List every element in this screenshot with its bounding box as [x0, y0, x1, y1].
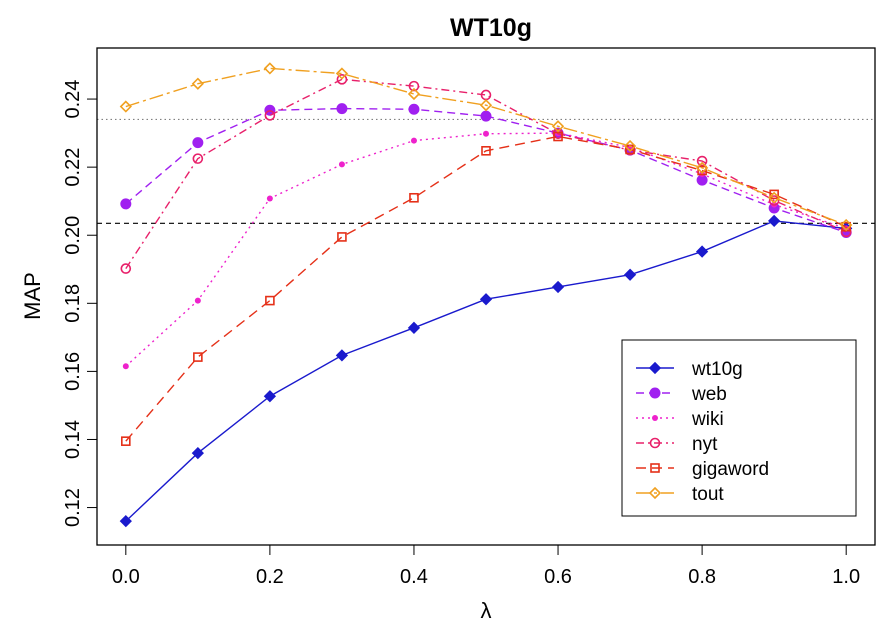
legend-item-wt10g: wt10g: [636, 359, 743, 380]
legend-label: wiki: [691, 409, 724, 430]
y-tick-label: 0.14: [62, 420, 84, 459]
legend-marker: [648, 486, 662, 500]
data-point-wt10g: [407, 321, 421, 334]
data-point-wt10g: [191, 446, 204, 460]
data-point-wt10g: [119, 515, 132, 528]
data-point-nyt: [264, 110, 276, 121]
data-point-nyt: [408, 80, 420, 92]
data-point-nyt: [840, 226, 852, 238]
data-point-wt10g: [551, 280, 565, 294]
data-point-web: [120, 198, 132, 210]
series-line-web: [125, 107, 847, 234]
data-point-tout: [695, 161, 709, 174]
data-point-wiki: [338, 161, 345, 168]
data-point-tout: [263, 62, 277, 75]
data-point-nyt: [696, 155, 708, 167]
legend-item-web: web: [636, 384, 727, 405]
x-tick-label: 0.4: [400, 566, 428, 588]
data-point-wt10g: [335, 349, 349, 362]
legend-item-tout: tout: [636, 484, 724, 505]
data-point-tout: [407, 87, 421, 101]
data-point-wiki: [122, 363, 129, 370]
legend-marker: [652, 415, 658, 421]
series-wt10g: [119, 214, 853, 528]
data-point-wt10g: [479, 293, 493, 306]
data-point-nyt: [192, 153, 204, 164]
y-tick-label: 0.18: [62, 284, 84, 323]
legend-item-gigaword: gigaword: [636, 459, 769, 480]
legend-marker: [650, 463, 660, 473]
data-point-tout: [623, 139, 637, 153]
x-axis: 0.0 0.2 0.4 0.6 0.8 1.0: [112, 544, 860, 588]
data-point-wt10g: [695, 245, 709, 258]
data-point-web: [192, 137, 204, 149]
y-tick-label: 0.22: [62, 148, 84, 187]
data-point-wt10g: [263, 390, 277, 403]
data-point-gigaword: [121, 436, 131, 446]
series-tout: [119, 62, 853, 232]
y-tick-label: 0.12: [62, 488, 84, 527]
data-point-tout: [840, 218, 853, 232]
legend-label: tout: [692, 484, 724, 505]
data-point-wiki: [410, 137, 417, 144]
reference-lines: [97, 118, 875, 224]
x-axis-label: λ: [481, 598, 492, 623]
series-web: [120, 103, 852, 239]
series-layer: [119, 62, 853, 528]
y-tick-label: 0.20: [62, 216, 84, 255]
data-point-nyt: [336, 74, 348, 85]
data-point-web: [336, 103, 348, 115]
data-point-gigaword: [769, 189, 779, 200]
data-point-tout: [191, 77, 204, 90]
data-point-wiki: [194, 297, 201, 304]
chart-title: WT10g: [450, 14, 532, 42]
data-point-tout: [551, 120, 565, 133]
series-line-wiki: [125, 132, 847, 367]
y-axis: 0.12 0.14 0.16 0.18 0.20 0.22 0.24: [62, 80, 98, 527]
data-point-wt10g: [623, 268, 637, 281]
data-point-tout: [768, 191, 781, 204]
data-point-gigaword: [697, 165, 707, 176]
data-point-gigaword: [481, 146, 491, 156]
legend: wt10g web wiki nyt gigaword tout: [621, 339, 857, 517]
x-tick-label: 0.6: [544, 566, 572, 588]
legend-marker: [648, 361, 662, 375]
legend-label: web: [691, 384, 727, 405]
legend-item-wiki: wiki: [636, 409, 724, 430]
data-point-gigaword: [193, 352, 203, 362]
data-point-web: [408, 103, 420, 115]
legend-marker: [649, 387, 661, 399]
x-tick-label: 0.0: [112, 566, 140, 588]
series-line-nyt: [125, 78, 847, 269]
data-point-tout: [335, 67, 349, 80]
legend-item-nyt: nyt: [636, 434, 718, 455]
data-point-gigaword: [337, 232, 347, 242]
legend-label: nyt: [692, 434, 718, 455]
x-tick-label: 0.8: [688, 566, 716, 588]
data-point-wiki: [266, 195, 273, 202]
data-point-tout: [479, 99, 493, 112]
legend-label: wt10g: [691, 359, 743, 380]
legend-label: gigaword: [692, 459, 769, 480]
series-wiki: [122, 130, 850, 370]
y-axis-label: MAP: [20, 272, 45, 320]
data-point-nyt: [768, 195, 780, 206]
legend-box: [621, 339, 857, 517]
data-point-gigaword: [553, 131, 563, 142]
legend-marker: [649, 437, 661, 449]
y-tick-label: 0.16: [62, 352, 84, 391]
x-tick-label: 1.0: [832, 566, 860, 588]
data-point-gigaword: [409, 192, 419, 203]
data-point-wt10g: [768, 214, 781, 228]
data-point-nyt: [120, 263, 132, 274]
series-line-tout: [125, 67, 847, 226]
data-point-web: [480, 110, 492, 122]
x-tick-label: 0.2: [256, 566, 284, 588]
data-point-gigaword: [265, 295, 275, 306]
data-point-tout: [119, 100, 132, 113]
data-point-wiki: [483, 130, 489, 137]
y-tick-label: 0.24: [62, 80, 84, 119]
